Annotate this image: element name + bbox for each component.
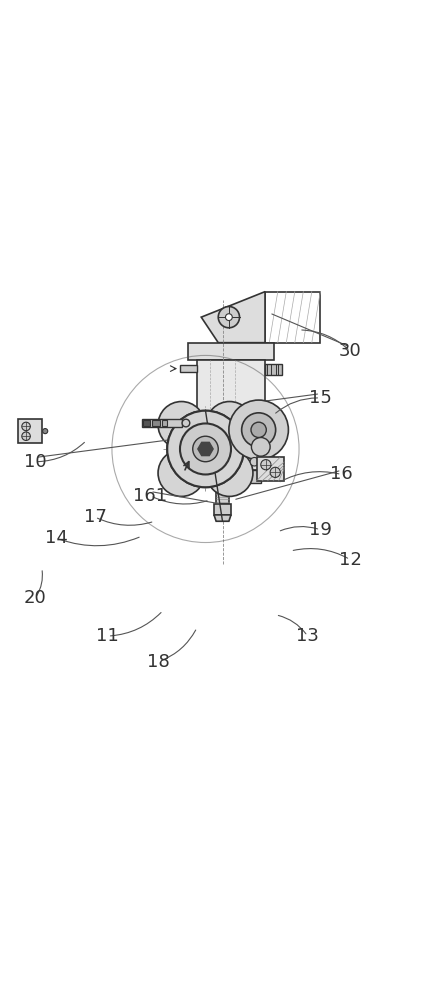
Circle shape: [158, 402, 205, 448]
Bar: [188, 457, 273, 470]
Circle shape: [22, 432, 30, 440]
Circle shape: [206, 402, 253, 448]
Polygon shape: [201, 292, 265, 343]
Bar: [265, 292, 320, 343]
Circle shape: [251, 422, 266, 437]
Circle shape: [261, 460, 271, 470]
Bar: [244, 470, 261, 483]
Text: 14: 14: [45, 529, 68, 547]
Bar: [265, 364, 282, 375]
Bar: [142, 419, 182, 427]
Circle shape: [242, 413, 276, 447]
Circle shape: [180, 423, 231, 474]
Circle shape: [206, 450, 253, 496]
Circle shape: [167, 411, 244, 487]
Circle shape: [218, 307, 240, 328]
Bar: [193, 470, 210, 483]
Text: 19: 19: [309, 521, 332, 539]
Polygon shape: [198, 442, 213, 456]
Text: 13: 13: [296, 627, 319, 645]
Bar: [18, 419, 42, 443]
Text: 15: 15: [309, 389, 332, 407]
Polygon shape: [214, 515, 231, 521]
Circle shape: [182, 419, 190, 427]
Circle shape: [193, 436, 218, 462]
Bar: [143, 420, 150, 426]
Circle shape: [250, 457, 259, 466]
Bar: [188, 343, 273, 360]
Text: 11: 11: [96, 627, 119, 645]
Text: 20: 20: [24, 589, 47, 607]
Circle shape: [270, 467, 280, 477]
Bar: [256, 457, 284, 481]
Bar: [265, 419, 282, 430]
Text: 161: 161: [133, 487, 167, 505]
Text: 16: 16: [330, 465, 353, 483]
Circle shape: [226, 314, 232, 321]
Bar: [214, 504, 231, 515]
Text: 30: 30: [339, 342, 362, 360]
Bar: [216, 481, 229, 504]
Bar: [180, 420, 197, 428]
Circle shape: [251, 437, 270, 456]
Text: 10: 10: [24, 453, 47, 471]
Circle shape: [167, 411, 244, 487]
Bar: [152, 420, 160, 426]
Circle shape: [22, 422, 30, 431]
Bar: [162, 420, 167, 426]
Bar: [180, 365, 197, 372]
Circle shape: [43, 429, 48, 434]
Circle shape: [158, 450, 205, 496]
Bar: [197, 360, 265, 457]
Text: 18: 18: [147, 653, 170, 671]
Text: 12: 12: [339, 551, 362, 569]
Text: 17: 17: [83, 508, 107, 526]
Circle shape: [229, 400, 288, 460]
